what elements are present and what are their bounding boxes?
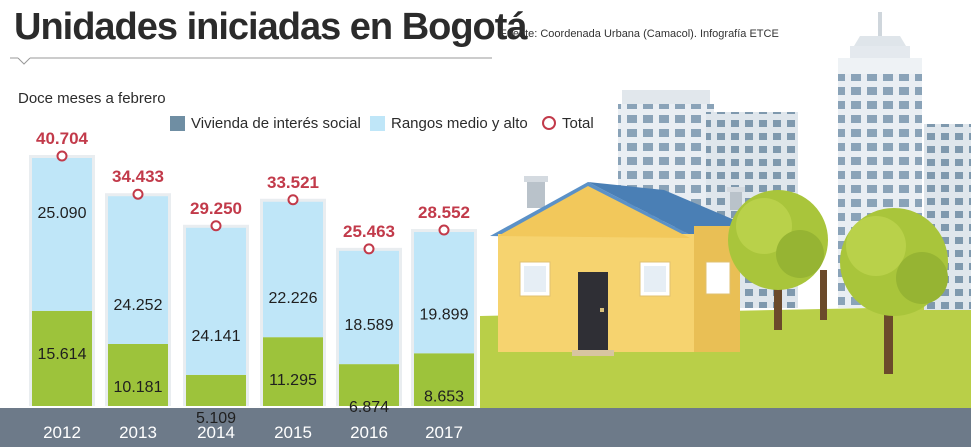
data-label-total: 28.552 — [418, 203, 470, 222]
title-underline — [10, 57, 492, 65]
data-label-total: 34.433 — [112, 167, 164, 186]
x-tick-label: 2015 — [274, 423, 312, 442]
bar-medio-alto — [186, 227, 246, 375]
data-label-medio-alto: 25.090 — [38, 205, 87, 222]
legend-swatch-vis — [170, 115, 185, 131]
axis-band — [0, 408, 971, 447]
total-marker — [56, 150, 68, 162]
legend-item-total: Total — [542, 113, 594, 133]
x-tick-label: 2013 — [119, 423, 157, 442]
x-tick-label: 2014 — [197, 423, 235, 442]
background-scene — [0, 12, 971, 447]
bar-medio-alto — [108, 196, 168, 344]
legend-label-vis: Vivienda de interés social — [191, 114, 361, 132]
bar-vis — [263, 337, 323, 406]
data-label-medio-alto: 22.226 — [269, 290, 318, 307]
data-label-total: 25.463 — [343, 222, 395, 241]
tree-icon — [840, 208, 948, 374]
bar-vis — [108, 343, 168, 406]
data-label-medio-alto: 18.589 — [345, 317, 394, 334]
data-label-medio-alto: 24.141 — [192, 328, 241, 345]
page-title: Unidades iniciadas en Bogotá — [14, 6, 528, 48]
tree-icon — [820, 270, 827, 320]
legend-item-vis: Vivienda de interés social — [170, 113, 361, 133]
total-marker — [287, 194, 299, 206]
data-label-vis: 6.874 — [349, 399, 389, 416]
data-label-total: 29.250 — [190, 199, 242, 218]
data-label-total: 40.704 — [36, 129, 89, 148]
bar-vis — [339, 364, 399, 406]
data-label-vis: 11.295 — [269, 372, 317, 389]
x-tick-label: 2017 — [425, 423, 463, 442]
legend-label-medio-alto: Rangos medio y alto — [391, 114, 528, 132]
bar-medio-alto — [339, 250, 399, 365]
bar-chart: 15.614 25.090 40.704 2012 10.181 24.252 34.433… — [29, 129, 477, 442]
tree-icon — [728, 190, 828, 330]
bar-medio-alto — [263, 201, 323, 338]
total-marker — [132, 188, 144, 200]
legend-ring-total — [542, 116, 556, 130]
bar-vis — [32, 310, 92, 406]
data-label-medio-alto: 19.899 — [420, 306, 469, 323]
total-marker — [363, 243, 375, 255]
legend-item-medio-alto: Rangos medio y alto — [370, 113, 528, 133]
data-label-medio-alto: 24.252 — [114, 297, 163, 314]
legend-label-total: Total — [562, 114, 594, 132]
total-marker — [438, 224, 450, 236]
source-note: Fuente: Coordenada Urbana (Camacol). Inf… — [500, 28, 779, 40]
bar-vis — [186, 374, 246, 406]
data-label-total: 33.521 — [267, 173, 319, 192]
x-tick-label: 2012 — [43, 423, 81, 442]
data-label-vis: 5.109 — [196, 410, 236, 427]
data-label-vis: 10.181 — [114, 379, 163, 396]
legend-swatch-medio-alto — [370, 115, 385, 131]
house-icon — [490, 176, 745, 356]
bar-medio-alto — [414, 232, 474, 354]
total-marker — [210, 220, 222, 232]
bar-vis — [414, 353, 474, 406]
data-label-vis: 15.614 — [38, 346, 87, 363]
chart-subtitle: Doce meses a febrero — [18, 90, 166, 107]
bar-medio-alto — [32, 158, 92, 311]
data-label-vis: 8.653 — [424, 388, 464, 405]
x-tick-label: 2016 — [350, 423, 388, 442]
